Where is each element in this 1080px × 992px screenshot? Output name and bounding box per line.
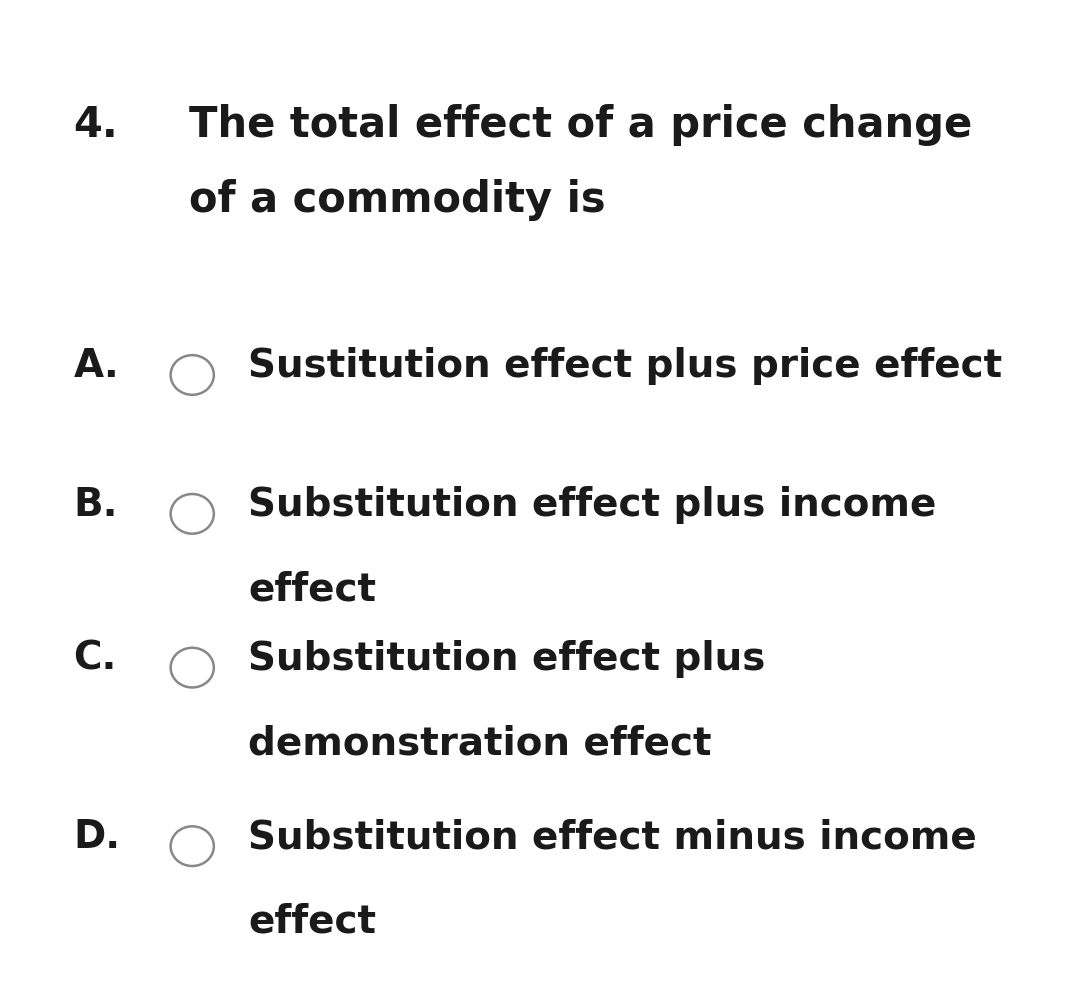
Text: A.: A. bbox=[73, 347, 119, 385]
Text: C.: C. bbox=[73, 640, 117, 678]
Text: Substitution effect plus income: Substitution effect plus income bbox=[248, 486, 936, 524]
Text: D.: D. bbox=[73, 818, 121, 856]
Text: Sustitution effect plus price effect: Sustitution effect plus price effect bbox=[248, 347, 1002, 385]
Text: of a commodity is: of a commodity is bbox=[189, 179, 606, 220]
Text: B.: B. bbox=[73, 486, 118, 524]
Text: Substitution effect plus: Substitution effect plus bbox=[248, 640, 766, 678]
Text: 4.: 4. bbox=[73, 104, 118, 146]
Text: demonstration effect: demonstration effect bbox=[248, 724, 712, 762]
Text: effect: effect bbox=[248, 570, 377, 608]
Text: Substitution effect minus income: Substitution effect minus income bbox=[248, 818, 977, 856]
Text: effect: effect bbox=[248, 903, 377, 940]
Text: The total effect of a price change: The total effect of a price change bbox=[189, 104, 972, 146]
